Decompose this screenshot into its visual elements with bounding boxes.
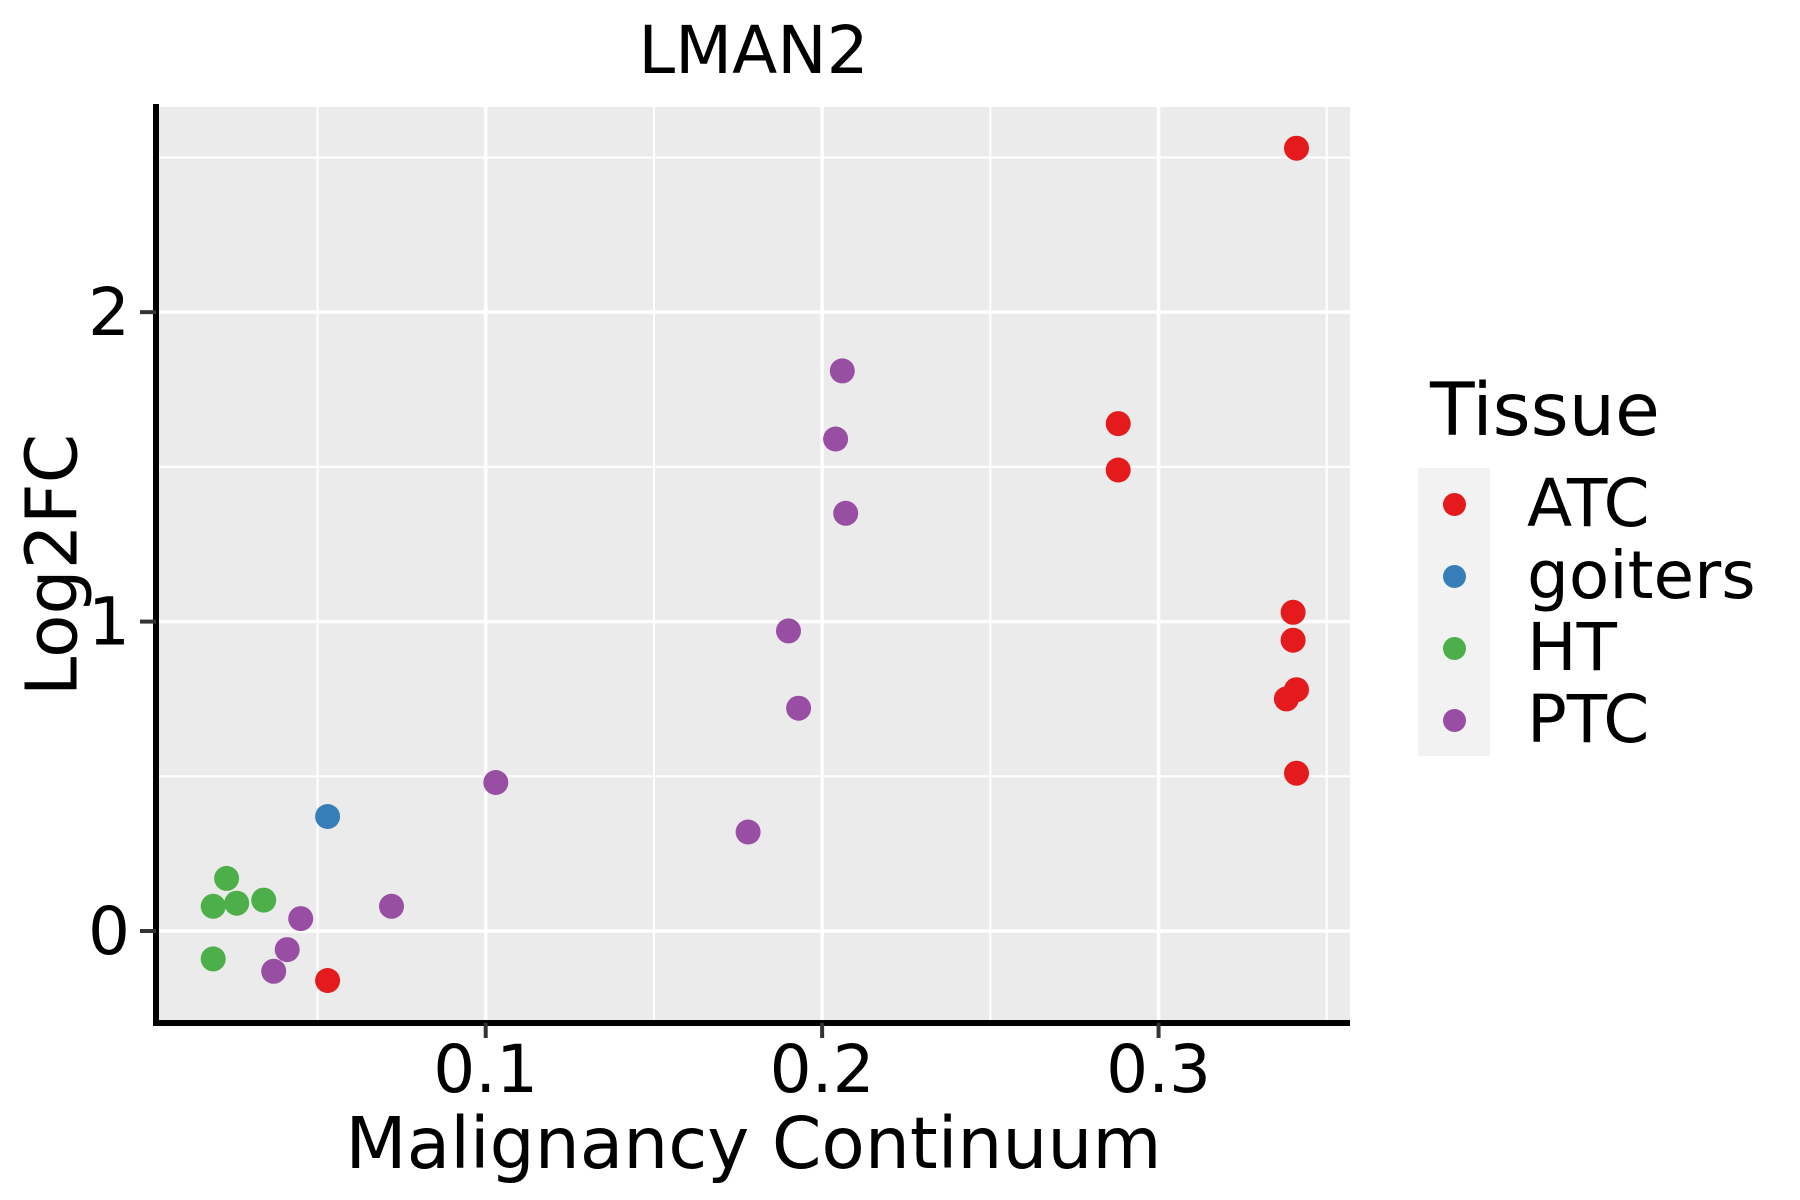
legend-key xyxy=(1418,612,1490,684)
data-point-ht xyxy=(251,887,277,913)
legend-item-label: goiters xyxy=(1527,537,1756,614)
goiters-swatch-icon xyxy=(1442,564,1466,588)
data-point-ht xyxy=(224,890,250,916)
data-point-ptc xyxy=(776,618,801,644)
data-point-ht xyxy=(200,893,226,919)
data-point-atc xyxy=(1105,457,1131,483)
legend-item-label: ATC xyxy=(1527,465,1650,542)
data-point-ptc xyxy=(379,893,404,919)
data-point-ptc xyxy=(261,958,287,984)
legend-item-label: HT xyxy=(1527,609,1617,686)
data-point-atc xyxy=(1105,411,1131,437)
ptc-swatch-icon xyxy=(1442,708,1466,732)
x-tick-label: 0.1 xyxy=(433,1031,538,1108)
data-point-ptc xyxy=(833,500,859,526)
data-point-ptc xyxy=(288,906,314,932)
data-point-ht xyxy=(214,865,240,891)
data-point-ptc xyxy=(823,426,849,452)
data-point-atc xyxy=(1280,627,1306,653)
data-point-goiters xyxy=(315,804,341,829)
ht-swatch-icon xyxy=(1442,636,1466,660)
data-point-atc xyxy=(1284,135,1309,161)
data-point-atc xyxy=(1284,760,1309,786)
x-tick-label: 0.2 xyxy=(770,1031,875,1108)
legend-item-ptc: PTC xyxy=(1418,684,1756,756)
legend-item-label: PTC xyxy=(1527,681,1650,758)
legend-key xyxy=(1418,468,1490,540)
legend-key xyxy=(1418,540,1490,612)
data-point-ptc xyxy=(274,937,300,963)
data-point-atc xyxy=(1284,677,1309,703)
plot-panel xyxy=(157,107,1350,1022)
legend-item-ht: HT xyxy=(1418,612,1756,684)
data-point-ptc xyxy=(735,819,761,845)
plot-title: LMAN2 xyxy=(638,12,869,89)
data-point-ht xyxy=(200,946,226,972)
x-tick-label: 0.3 xyxy=(1106,1031,1211,1108)
legend-items: ATC goiters HT PTC xyxy=(1418,468,1756,756)
legend-item-atc: ATC xyxy=(1418,468,1756,540)
legend-key xyxy=(1418,684,1490,756)
legend-title: Tissue xyxy=(1430,368,1660,453)
y-tick-label: 0 xyxy=(88,893,130,970)
y-axis-title: Log2FC xyxy=(10,433,94,697)
y-tick-label: 1 xyxy=(88,584,130,661)
y-tick-label: 2 xyxy=(88,274,130,351)
data-point-atc xyxy=(1280,599,1306,625)
x-axis-title: Malignancy Continuum xyxy=(345,1102,1162,1185)
legend-item-goiters: goiters xyxy=(1418,540,1756,612)
data-point-atc xyxy=(315,968,341,993)
atc-swatch-icon xyxy=(1442,492,1466,516)
data-point-ptc xyxy=(786,695,812,721)
data-point-ptc xyxy=(829,358,855,384)
data-point-ptc xyxy=(483,770,509,795)
